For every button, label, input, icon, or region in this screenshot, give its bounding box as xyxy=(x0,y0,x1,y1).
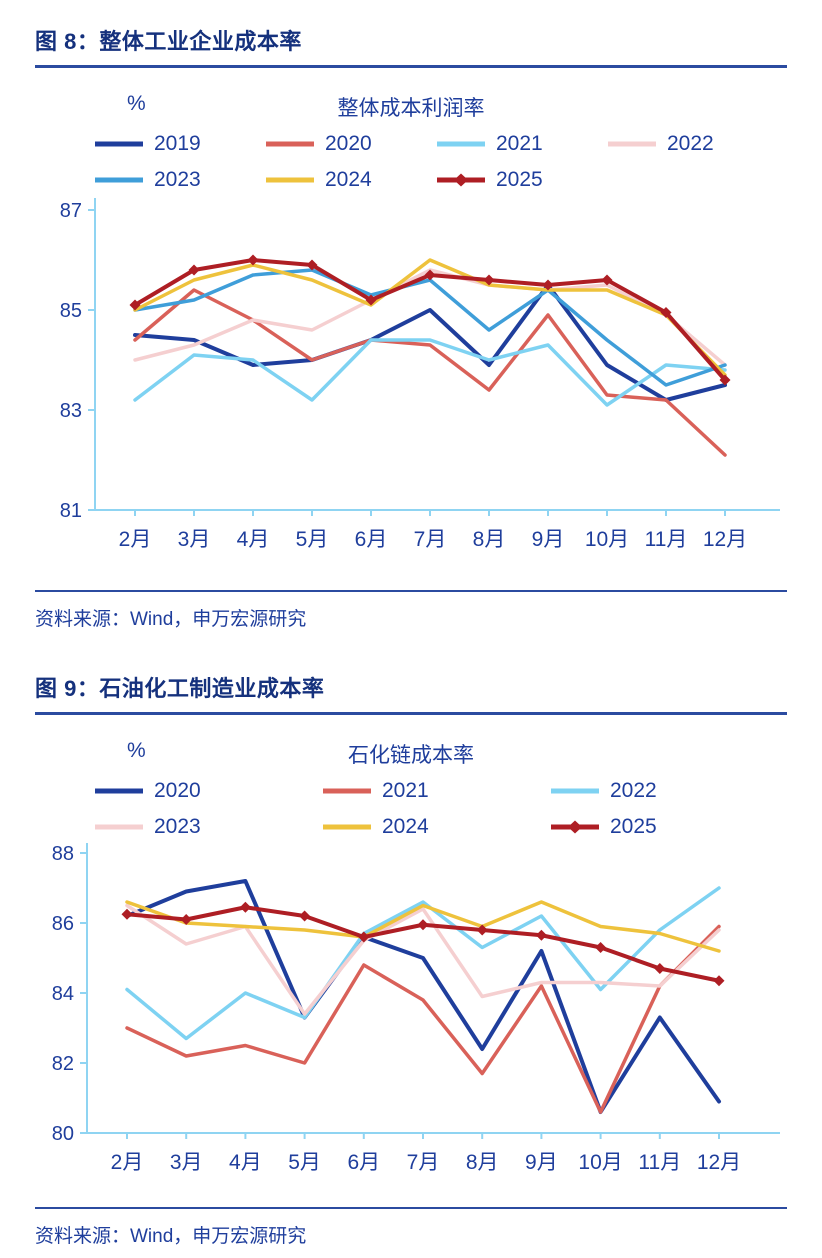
legend-item-2024: 2024 xyxy=(321,815,549,839)
svg-text:10月: 10月 xyxy=(585,528,629,551)
legend-item-2022: 2022 xyxy=(606,132,777,156)
legend-label: 2021 xyxy=(496,132,543,155)
legend-item-2025: 2025 xyxy=(435,168,606,192)
divider xyxy=(35,1207,787,1209)
legend-item-2019: 2019 xyxy=(93,132,264,156)
svg-text:3月: 3月 xyxy=(178,528,211,551)
legend-line-swatch xyxy=(95,141,143,147)
svg-text:80: 80 xyxy=(52,1123,74,1145)
legend-label: 2019 xyxy=(154,132,201,155)
petrochemical-cost-line-chart: 88 86 84 82 80 2月 3月 4月 5月 6月 7月 8月 9月 10月 11月 12月 xyxy=(52,843,780,1174)
legend-label: 2023 xyxy=(154,168,201,191)
svg-text:11月: 11月 xyxy=(638,1151,681,1174)
svg-text:12月: 12月 xyxy=(703,528,747,551)
y-axis-unit-label: % xyxy=(127,739,146,762)
legend-item-2022: 2022 xyxy=(549,779,777,803)
svg-text:12月: 12月 xyxy=(697,1151,741,1174)
legend-label: 2025 xyxy=(496,168,543,191)
svg-text:85: 85 xyxy=(60,300,82,322)
source-note: 资料来源：Wind，申万宏源研究 xyxy=(35,609,307,630)
svg-text:11月: 11月 xyxy=(645,528,688,551)
chart-legend: 2020 2021 2022 2023 2024 2025 xyxy=(93,779,777,839)
figure-8-chart-card: % 整体成本利润率 2019 2020 2021 2022 2023 2024 2025 8… xyxy=(35,68,787,576)
legend-item-2025: 2025 xyxy=(549,815,777,839)
legend-line-swatch xyxy=(608,141,656,147)
legend-line-swatch xyxy=(551,820,599,834)
legend-line-swatch xyxy=(266,177,314,183)
figure-8-heading: 图 8：整体工业企业成本率 xyxy=(35,24,787,68)
svg-text:86: 86 xyxy=(52,913,74,935)
svg-text:87: 87 xyxy=(60,200,82,222)
legend-item-2020: 2020 xyxy=(264,132,435,156)
legend-label: 2021 xyxy=(382,779,429,802)
overall-cost-line-chart: 87 85 83 81 2月 3月 4月 5月 6月 7月 8月 9月 10月 11月 12月 xyxy=(60,198,780,551)
legend-line-swatch xyxy=(437,173,485,187)
legend-line-swatch xyxy=(323,788,371,794)
svg-text:7月: 7月 xyxy=(414,528,447,551)
divider xyxy=(35,590,787,592)
svg-text:7月: 7月 xyxy=(407,1151,440,1174)
legend-label: 2025 xyxy=(610,815,657,838)
svg-text:88: 88 xyxy=(52,843,74,865)
figure-9: 图 9：石油化工制造业成本率 % 石化链成本率 2020 2021 2022 2023… xyxy=(35,671,787,1248)
svg-text:6月: 6月 xyxy=(355,528,388,551)
legend-line-swatch xyxy=(266,141,314,147)
y-axis-unit-label: % xyxy=(127,92,146,115)
legend-item-2024: 2024 xyxy=(264,168,435,192)
svg-text:81: 81 xyxy=(60,500,82,522)
legend-line-swatch xyxy=(551,788,599,794)
svg-text:8月: 8月 xyxy=(473,528,506,551)
source-note: 资料来源：Wind，申万宏源研究 xyxy=(35,1226,307,1247)
chart-header: % 整体成本利润率 xyxy=(35,92,787,122)
chart-header: % 石化链成本率 xyxy=(35,739,787,769)
svg-text:84: 84 xyxy=(52,983,74,1005)
legend-item-2020: 2020 xyxy=(93,779,321,803)
chart-legend: 2019 2020 2021 2022 2023 2024 2025 xyxy=(93,132,777,192)
legend-item-2023: 2023 xyxy=(93,168,264,192)
figure-9-chart-card: % 石化链成本率 2020 2021 2022 2023 2024 2025 88 86 84… xyxy=(35,715,787,1193)
svg-text:6月: 6月 xyxy=(347,1151,380,1174)
legend-line-swatch xyxy=(95,788,143,794)
legend-label: 2022 xyxy=(667,132,714,155)
svg-text:5月: 5月 xyxy=(296,528,329,551)
svg-text:3月: 3月 xyxy=(170,1151,203,1174)
legend-line-swatch xyxy=(95,824,143,830)
legend-label: 2020 xyxy=(154,779,201,802)
figure-9-heading: 图 9：石油化工制造业成本率 xyxy=(35,671,787,715)
legend-label: 2020 xyxy=(325,132,372,155)
svg-text:9月: 9月 xyxy=(525,1151,558,1174)
svg-text:4月: 4月 xyxy=(229,1151,262,1174)
svg-text:2月: 2月 xyxy=(119,528,152,551)
figure-8: 图 8：整体工业企业成本率 % 整体成本利润率 2019 2020 2021 2022… xyxy=(35,24,787,631)
legend-item-2021: 2021 xyxy=(435,132,606,156)
svg-text:10月: 10月 xyxy=(578,1151,622,1174)
legend-label: 2022 xyxy=(610,779,657,802)
legend-line-swatch xyxy=(437,141,485,147)
chart-title: 整体成本利润率 xyxy=(337,97,485,120)
legend-item-2021: 2021 xyxy=(321,779,549,803)
legend-line-swatch xyxy=(323,824,371,830)
legend-line-swatch xyxy=(95,177,143,183)
legend-item-2023: 2023 xyxy=(93,815,321,839)
svg-text:8月: 8月 xyxy=(466,1151,499,1174)
svg-text:2月: 2月 xyxy=(111,1151,144,1174)
legend-label: 2023 xyxy=(154,815,201,838)
legend-label: 2024 xyxy=(325,168,372,191)
svg-text:4月: 4月 xyxy=(237,528,270,551)
chart-title: 石化链成本率 xyxy=(348,744,474,767)
svg-text:5月: 5月 xyxy=(288,1151,321,1174)
svg-text:82: 82 xyxy=(52,1053,74,1075)
svg-text:83: 83 xyxy=(60,400,82,422)
svg-text:9月: 9月 xyxy=(532,528,565,551)
legend-label: 2024 xyxy=(382,815,429,838)
